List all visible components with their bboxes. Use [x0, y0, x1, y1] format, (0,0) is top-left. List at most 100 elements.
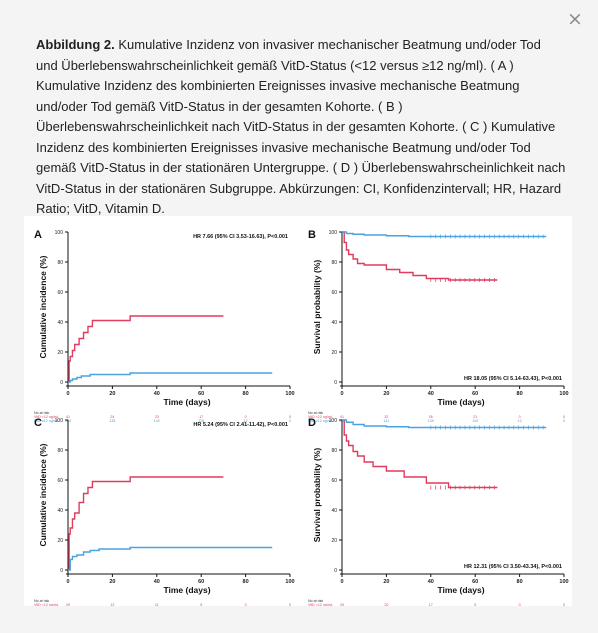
y-tick-label: 40 [331, 320, 337, 326]
panel-letter-D: D [308, 417, 316, 429]
y-tick-label: 60 [331, 478, 337, 484]
panel-letter-A: A [34, 229, 42, 241]
close-icon: × [567, 8, 583, 30]
risk-count: 11 [155, 603, 159, 606]
x-tick-label: 80 [243, 391, 249, 397]
x-axis-label: Time (days) [163, 585, 210, 595]
x-tick-label: 20 [383, 391, 389, 397]
x-tick-label: 20 [109, 391, 115, 397]
risk-count: 24 [110, 415, 114, 419]
x-tick-label: 80 [517, 391, 523, 397]
x-tick-label: 60 [198, 391, 204, 397]
y-tick-label: 20 [57, 350, 63, 356]
risk-count: 5 [200, 603, 202, 606]
risk-row-label: VitD <12 ng/mL [34, 603, 59, 606]
risk-count: 0 [563, 415, 565, 419]
risk-count: 17 [199, 415, 203, 419]
y-tick-label: 40 [57, 508, 63, 514]
panel-letter-B: B [308, 229, 316, 241]
risk-table-header: No at risk [308, 411, 323, 415]
panel-C: C 0 20 40 60 80 100 0 20 40 60 80 100 Time (days) Cumu… [34, 417, 295, 606]
risk-count: 135 [109, 419, 115, 423]
hr-annotation: HR 5.24 (95% CI 2.41-11.42), P<0.001 [193, 422, 288, 428]
risk-count: 0 [519, 603, 521, 606]
series-line-vitd-low [68, 315, 224, 383]
risk-count: 41 [66, 415, 70, 419]
x-tick-label: 100 [285, 579, 294, 585]
risk-count: 141 [383, 419, 389, 423]
x-tick-label: 20 [383, 579, 389, 585]
risk-count: 17 [429, 603, 433, 606]
series-line-vitd-high [68, 546, 273, 571]
x-tick-label: 40 [428, 579, 434, 585]
panel-letter-C: C [34, 417, 42, 429]
y-tick-label: 80 [57, 260, 63, 266]
risk-count: 0 [563, 603, 565, 606]
risk-table-header: No at risk [34, 599, 49, 603]
risk-count: 0 [245, 603, 247, 606]
y-axis-label: Survival probability (%) [312, 448, 322, 543]
series-line-vitd-low [68, 476, 224, 571]
x-tick-label: 100 [559, 579, 568, 585]
series-line-vitd-high [342, 419, 547, 429]
risk-row-label: VitD <12 ng/mL [308, 603, 333, 606]
hr-annotation: HR 7.66 (95% CI 3.53-16.63), P<0.001 [193, 234, 288, 240]
y-tick-label: 80 [331, 448, 337, 454]
x-tick-label: 100 [285, 391, 294, 397]
y-tick-label: 60 [331, 290, 337, 296]
y-tick-label: 60 [57, 478, 63, 484]
y-axis-label: Cumulative incidence (%) [38, 443, 48, 546]
series-line-vitd-high [68, 372, 273, 383]
close-button[interactable]: × [566, 8, 584, 30]
y-tick-label: 60 [57, 290, 63, 296]
caption-text: Kumulative Inzidenz von invasiver mechan… [36, 37, 566, 216]
y-tick-label: 20 [331, 350, 337, 356]
risk-count: 119 [472, 419, 478, 423]
risk-table-header: No at risk [34, 411, 49, 415]
risk-count: 0 [519, 415, 521, 419]
risk-count: 115 [198, 419, 204, 423]
risk-count: 0 [245, 415, 247, 419]
risk-count: 139 [428, 419, 434, 423]
y-tick-label: 100 [329, 230, 338, 236]
caption-label: Abbildung 2. [36, 37, 115, 52]
series-line-vitd-high [342, 231, 547, 238]
x-tick-label: 0 [66, 579, 69, 585]
panel-B: B 0 20 40 60 80 100 0 20 40 60 80 100 Time (days) Surv… [308, 229, 569, 423]
x-axis-label: Time (days) [437, 397, 484, 407]
risk-table-header: No at risk [308, 599, 323, 603]
risk-count: 0 [289, 415, 291, 419]
y-tick-label: 20 [57, 538, 63, 544]
risk-count: 21 [473, 415, 477, 419]
x-tick-label: 0 [340, 579, 343, 585]
risk-count: 29 [340, 603, 344, 606]
x-tick-label: 0 [66, 391, 69, 397]
x-tick-label: 40 [154, 391, 160, 397]
hr-annotation: HR 12.31 (95% CI 3.50-43.34), P<0.001 [464, 564, 562, 570]
y-tick-label: 100 [55, 230, 64, 236]
risk-count: 32 [384, 415, 388, 419]
risk-count: 20 [384, 603, 388, 606]
risk-count: 41 [340, 415, 344, 419]
panel-D: D 0 20 40 60 80 100 0 20 40 60 80 100 Time (days) Surv… [308, 417, 569, 606]
y-tick-label: 0 [60, 380, 63, 386]
risk-count: 0 [289, 603, 291, 606]
x-tick-label: 0 [340, 391, 343, 397]
risk-count: 132 [154, 419, 160, 423]
x-tick-label: 20 [109, 579, 115, 585]
figure-caption: Abbildung 2. Kumulative Inzidenz von inv… [36, 35, 566, 220]
x-tick-label: 40 [428, 391, 434, 397]
y-tick-label: 40 [57, 320, 63, 326]
risk-count: 23 [155, 415, 159, 419]
y-tick-label: 80 [57, 448, 63, 454]
x-axis-label: Time (days) [437, 585, 484, 595]
risk-row-label: VitD <12 ng/mL [34, 415, 59, 419]
x-tick-label: 80 [243, 579, 249, 585]
x-tick-label: 60 [198, 579, 204, 585]
risk-count: 9 [474, 603, 476, 606]
risk-count: 0 [289, 419, 291, 423]
risk-count: 12 [244, 419, 248, 423]
y-tick-label: 20 [331, 538, 337, 544]
risk-count: 29 [66, 603, 70, 606]
x-tick-label: 60 [472, 579, 478, 585]
